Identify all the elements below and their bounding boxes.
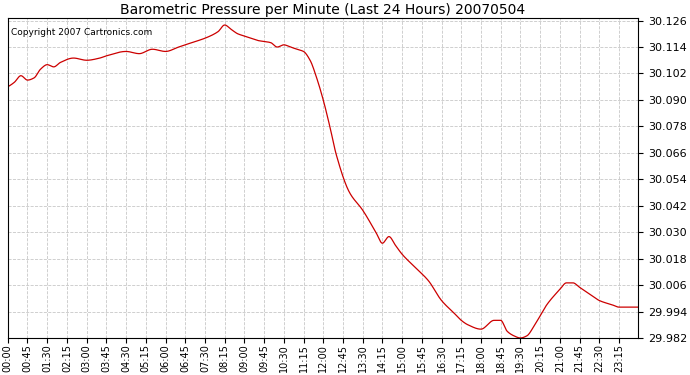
Text: Copyright 2007 Cartronics.com: Copyright 2007 Cartronics.com	[11, 27, 152, 36]
Title: Barometric Pressure per Minute (Last 24 Hours) 20070504: Barometric Pressure per Minute (Last 24 …	[121, 3, 526, 17]
